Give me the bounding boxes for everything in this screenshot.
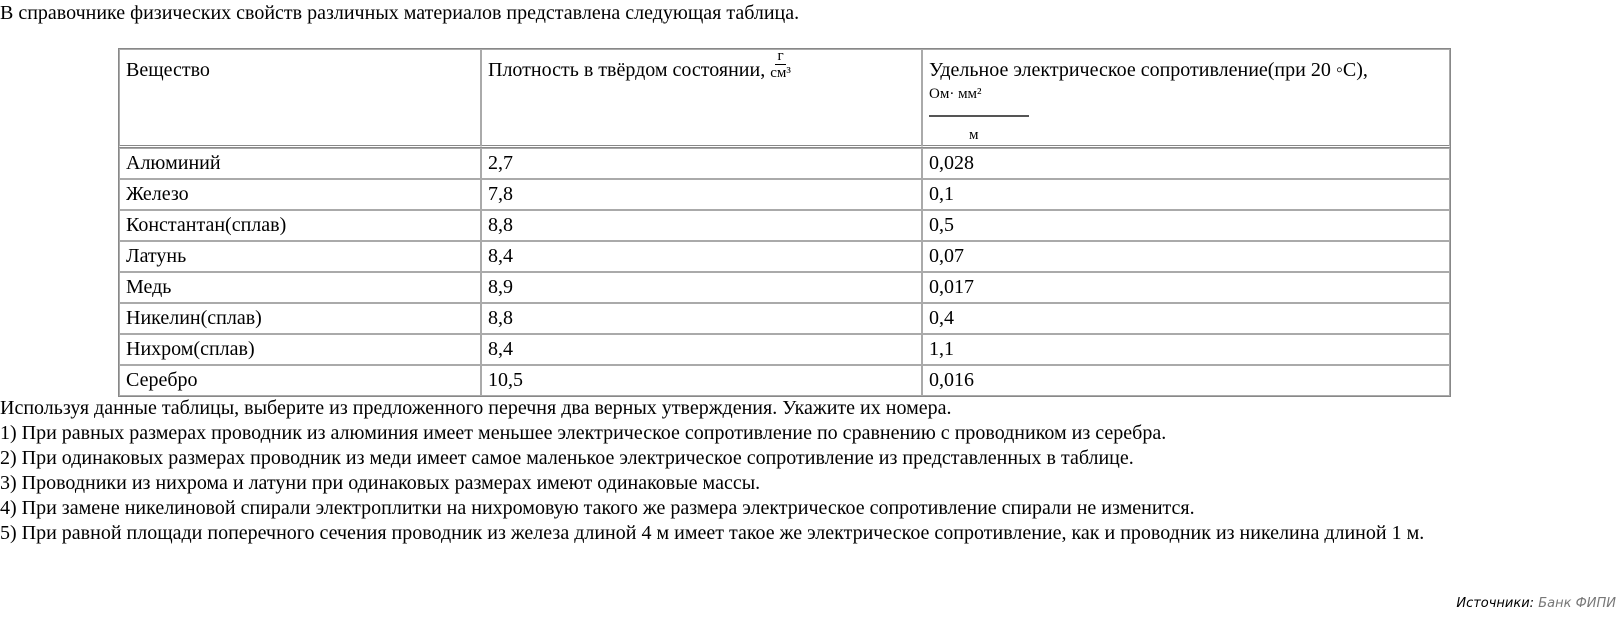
table-row: Медь 8,9 0,017 [119,272,1450,303]
cell-substance: Константан(сплав) [119,210,481,241]
cell-density: 2,7 [481,148,922,179]
header-density-label: Плотность в твёрдом состоянии, [488,59,766,81]
header-resistivity-label: Удельное электрическое сопротивление(при… [929,59,1368,81]
table-row: Константан(сплав) 8,8 0,5 [119,210,1450,241]
source-link[interactable]: Банк ФИПИ [1538,596,1616,611]
cell-density: 8,4 [481,334,922,365]
option-5: 5) При равной площади поперечного сечени… [0,522,1425,544]
cell-substance: Серебро [119,365,481,396]
resistivity-unit-num: Ом· мм² [929,86,1029,117]
source: Источники: Банк ФИПИ [1456,596,1616,611]
header-density: Плотность в твёрдом состоянии, г см³ [481,48,922,148]
materials-table: Вещество Плотность в твёрдом состоянии, … [118,48,1451,397]
table-header-row: Вещество Плотность в твёрдом состоянии, … [119,48,1450,148]
density-unit: г см³ [770,48,791,81]
resistivity-unit: Ом· мм² м [929,86,1029,144]
cell-resistivity: 0,016 [922,365,1450,396]
cell-resistivity: 0,1 [922,179,1450,210]
cell-substance: Медь [119,272,481,303]
cell-density: 8,8 [481,303,922,334]
cell-resistivity: 0,4 [922,303,1450,334]
cell-resistivity: 1,1 [922,334,1450,365]
table-row: Серебро 10,5 0,016 [119,365,1450,396]
cell-substance: Алюминий [119,148,481,179]
cell-substance: Никелин(сплав) [119,303,481,334]
question: Используя данные таблицы, выберите из пр… [0,396,1560,546]
cell-resistivity: 0,017 [922,272,1450,303]
resistivity-unit-den: м [969,127,979,143]
cell-density: 8,8 [481,210,922,241]
option-1: 1) При равных размерах проводник из алюм… [0,422,1167,444]
cell-density: 8,4 [481,241,922,272]
cell-resistivity: 0,5 [922,210,1450,241]
table-row: Никелин(сплав) 8,8 0,4 [119,303,1450,334]
table-row: Алюминий 2,7 0,028 [119,148,1450,179]
table-row: Латунь 8,4 0,07 [119,241,1450,272]
cell-resistivity: 0,028 [922,148,1450,179]
table-row: Железо 7,8 0,1 [119,179,1450,210]
header-substance: Вещество [119,49,481,148]
option-2: 2) При одинаковых размерах проводник из … [0,447,1134,469]
cell-resistivity: 0,07 [922,241,1450,272]
source-label: Источники: [1456,596,1535,611]
intro-text: В справочнике физических свойств различн… [0,2,800,24]
table-row: Нихром(сплав) 8,4 1,1 [119,334,1450,365]
cell-substance: Железо [119,179,481,210]
cell-substance: Латунь [119,241,481,272]
question-prompt: Используя данные таблицы, выберите из пр… [0,397,952,419]
cell-density: 8,9 [481,272,922,303]
density-unit-num: г [775,47,786,65]
cell-density: 7,8 [481,179,922,210]
header-resistivity: Удельное электрическое сопротивление(при… [922,49,1450,148]
cell-substance: Нихром(сплав) [119,334,481,365]
option-3: 3) Проводники из нихрома и латуни при од… [0,472,761,494]
density-unit-den: см³ [770,64,791,81]
cell-density: 10,5 [481,365,922,396]
option-4: 4) При замене никелиновой спирали электр… [0,497,1195,519]
